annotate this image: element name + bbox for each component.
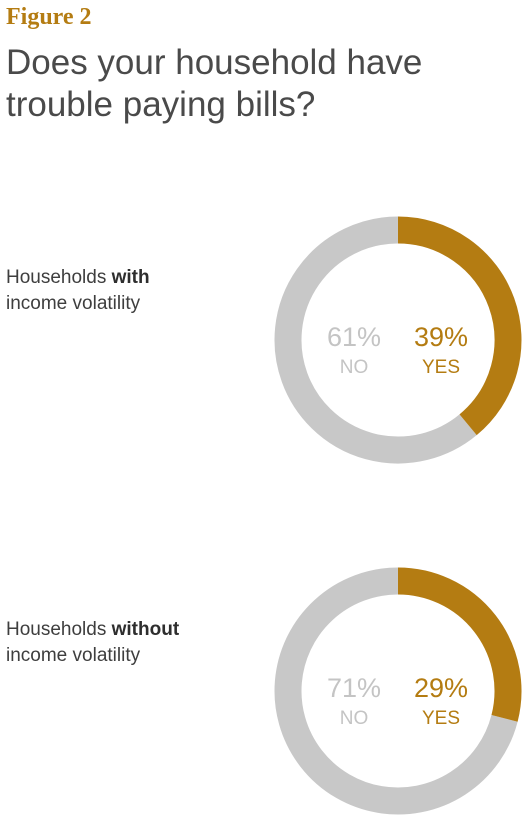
yes-percent-label: 29% (414, 673, 468, 703)
yes-category-label: YES (422, 357, 460, 378)
donut-chart-with: 61% NO 39% YES (274, 216, 522, 464)
group-label-line-1: Households with (6, 267, 150, 288)
group-label-emphasis: with (111, 267, 150, 288)
no-percent-label: 71% (327, 673, 381, 703)
group-label-line-2: income volatility (6, 293, 141, 314)
group-label-emphasis: without (111, 619, 180, 640)
figure-label: Figure 2 (6, 4, 92, 30)
donut-svg-with: 61% NO 39% YES (274, 216, 522, 464)
title-line-2: trouble paying bills? (6, 85, 316, 124)
slice-no (274, 216, 477, 464)
group-label-line-2: income volatility (6, 645, 141, 666)
group-label-with: Households with income volatility (6, 265, 266, 317)
slice-yes (397, 216, 522, 436)
title-line-1: Does your household have (6, 43, 423, 82)
chart-title: Does your household have trouble paying … (6, 42, 506, 126)
slice-no (274, 567, 518, 815)
group-label-line-1: Households without (6, 619, 180, 640)
no-category-label: NO (340, 708, 369, 729)
yes-category-label: YES (422, 708, 460, 729)
donut-chart-without: 71% NO 29% YES (274, 567, 522, 815)
yes-percent-label: 39% (414, 322, 468, 352)
slice-yes (397, 567, 522, 722)
group-label-without: Households without income volatility (6, 617, 266, 669)
donut-svg-without: 71% NO 29% YES (274, 567, 522, 815)
no-percent-label: 61% (327, 322, 381, 352)
no-category-label: NO (340, 357, 369, 378)
